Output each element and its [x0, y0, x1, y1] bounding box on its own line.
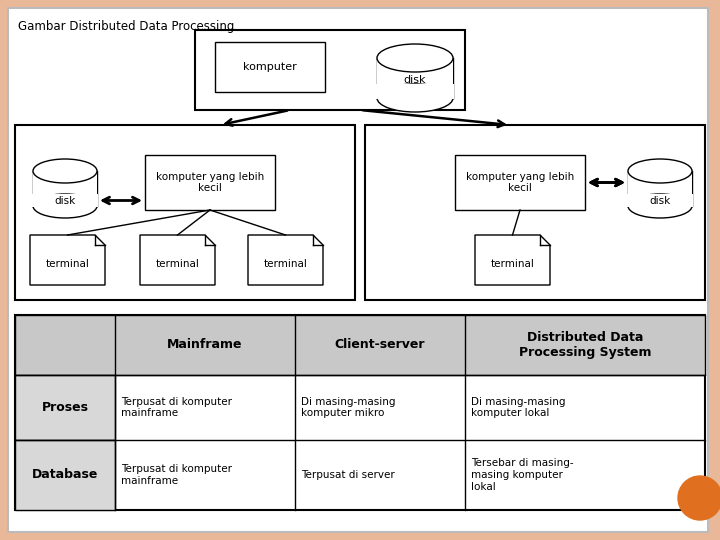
Polygon shape — [248, 235, 323, 285]
Ellipse shape — [377, 84, 453, 112]
Text: terminal: terminal — [264, 259, 307, 269]
Text: disk: disk — [649, 195, 670, 206]
Bar — [215, 42, 325, 92]
Ellipse shape — [377, 44, 453, 72]
Text: komputer yang lebih
kecil: komputer yang lebih kecil — [156, 172, 264, 193]
Text: Terpusat di komputer
mainframe: Terpusat di komputer mainframe — [121, 397, 232, 418]
Text: komputer: komputer — [243, 62, 297, 72]
Polygon shape — [30, 235, 105, 285]
Text: Di masing-masing
komputer lokal: Di masing-masing komputer lokal — [471, 397, 565, 418]
Text: komputer yang lebih
kecil: komputer yang lebih kecil — [466, 172, 574, 193]
Text: terminal: terminal — [490, 259, 534, 269]
Text: Terpusat di server: Terpusat di server — [301, 470, 395, 480]
Text: Gambar Distributed Data Processing: Gambar Distributed Data Processing — [18, 20, 235, 33]
Bar — [33, 171, 97, 206]
Bar — [15, 440, 115, 510]
Ellipse shape — [33, 194, 97, 218]
Bar — [376, 84, 454, 99]
Text: Proses: Proses — [42, 401, 89, 414]
Bar — [365, 125, 705, 300]
Ellipse shape — [628, 194, 692, 218]
Text: Tersebar di masing-
masing komputer
lokal: Tersebar di masing- masing komputer loka… — [471, 458, 574, 491]
Text: Database: Database — [32, 469, 98, 482]
Text: disk: disk — [55, 195, 76, 206]
Bar — [32, 194, 98, 207]
Polygon shape — [140, 235, 215, 285]
Bar — [15, 375, 115, 440]
Bar — [455, 155, 585, 210]
Bar — [195, 30, 465, 110]
Text: terminal: terminal — [45, 259, 89, 269]
Polygon shape — [475, 235, 550, 285]
Text: terminal: terminal — [156, 259, 199, 269]
Text: Distributed Data
Processing System: Distributed Data Processing System — [518, 331, 652, 359]
Bar — [145, 155, 275, 210]
Bar — [377, 58, 453, 98]
Text: Terpusat di komputer
mainframe: Terpusat di komputer mainframe — [121, 464, 232, 486]
Ellipse shape — [33, 159, 97, 183]
Text: Client-server: Client-server — [335, 339, 426, 352]
Circle shape — [678, 476, 720, 520]
Bar — [15, 315, 705, 510]
Bar — [628, 171, 692, 206]
Bar — [15, 125, 355, 300]
Text: disk: disk — [404, 75, 426, 85]
Text: Di masing-masing
komputer mikro: Di masing-masing komputer mikro — [301, 397, 395, 418]
Bar — [627, 194, 693, 207]
Bar — [15, 315, 705, 375]
Ellipse shape — [628, 159, 692, 183]
Text: Mainframe: Mainframe — [167, 339, 243, 352]
